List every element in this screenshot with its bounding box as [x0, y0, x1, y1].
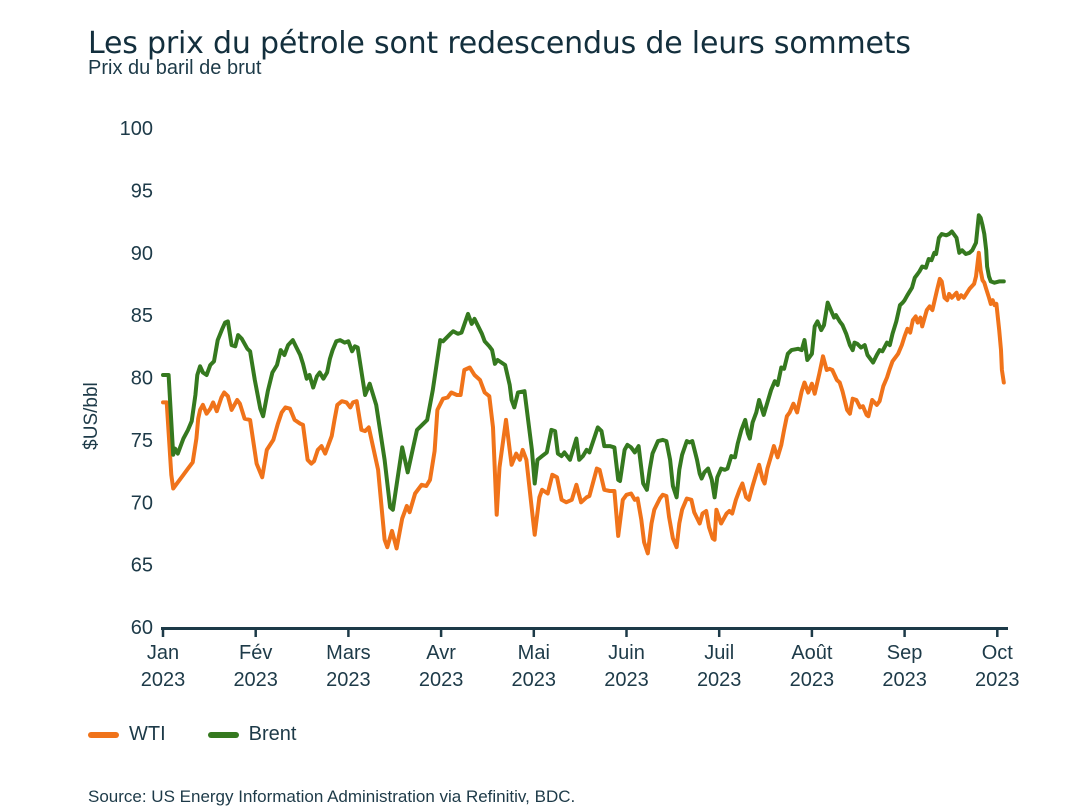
y-tick-label: 70: [131, 492, 153, 514]
legend-label-brent: Brent: [248, 723, 297, 745]
x-tick-label-year: 2023: [697, 669, 742, 691]
x-tick-label-month: Fév: [239, 642, 272, 664]
y-tick-label: 75: [131, 430, 153, 452]
x-tick-label-year: 2023: [882, 669, 927, 691]
y-axis-title: $US/bbl: [81, 382, 102, 450]
x-tick-label-year: 2023: [141, 669, 186, 691]
x-tick-label-year: 2023: [419, 669, 464, 691]
x-tick-label-month: Juin: [608, 642, 645, 664]
x-tick-label-month: Juil: [704, 642, 734, 664]
y-tick-label: 60: [131, 617, 153, 639]
x-tick-label-year: 2023: [512, 669, 557, 691]
x-tick-label-month: Avr: [426, 642, 456, 664]
y-tick-label: 85: [131, 305, 153, 327]
brent-line-swatch: [207, 731, 239, 738]
y-tick-label: 95: [131, 180, 153, 202]
source-note: Source: US Energy Information Administra…: [88, 787, 576, 806]
chart-subtitle: Prix du baril de brut: [88, 57, 262, 79]
x-tick-label-year: 2023: [233, 669, 278, 691]
x-tick-label-month: Mars: [326, 642, 370, 664]
x-tick-label-month: Août: [791, 642, 833, 664]
y-tick-label: 80: [131, 368, 153, 390]
x-tick-label-month: Oct: [982, 642, 1014, 664]
legend: WTI Brent: [88, 723, 296, 746]
x-tick-label-year: 2023: [975, 669, 1020, 691]
x-tick-label-year: 2023: [604, 669, 649, 691]
chart-title: Les prix du pétrole sont redescendus de …: [88, 26, 911, 62]
x-tick-label-year: 2023: [326, 669, 371, 691]
y-tick-label: 100: [120, 118, 153, 140]
y-tick-label: 90: [131, 243, 153, 265]
x-tick-label-month: Mai: [518, 642, 550, 664]
brent-price-line: [161, 213, 1006, 512]
legend-item-wti: WTI: [88, 723, 166, 746]
price-line-chart: Jan 2023 Fév 2023 Mars 2023 Avr 2023 Mai 2023 Juin…: [81, 118, 1020, 691]
wti-price-line: [161, 250, 1006, 556]
x-tick-label-month: Jan: [147, 642, 179, 664]
legend-label-wti: WTI: [129, 723, 166, 745]
x-tick-label-year: 2023: [790, 669, 835, 691]
legend-item-brent: Brent: [207, 723, 297, 746]
wti-line-swatch: [88, 731, 119, 738]
x-tick-label-month: Sep: [887, 642, 923, 664]
y-tick-label: 65: [131, 555, 153, 577]
